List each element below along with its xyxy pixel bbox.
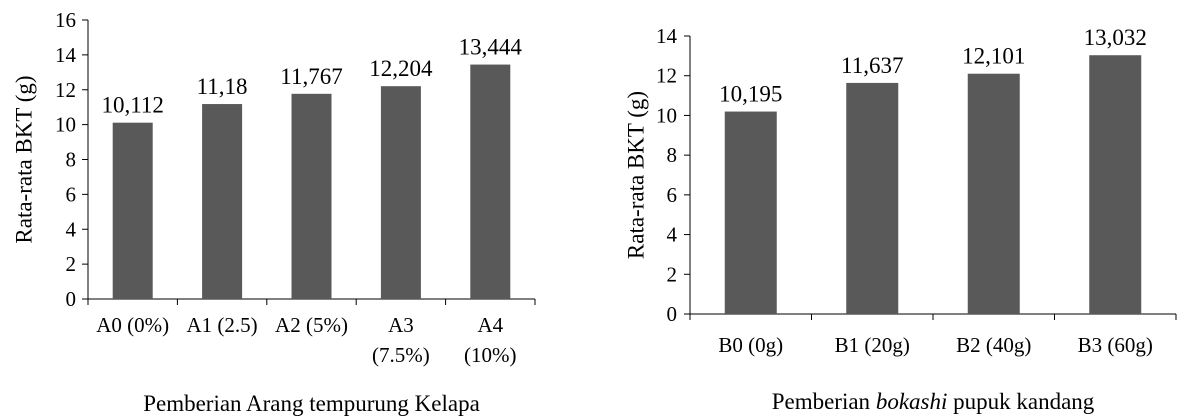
y-tick-label: 14 (55, 43, 77, 67)
bar (112, 122, 153, 299)
y-tick-label: 6 (66, 182, 77, 206)
chart-2: 0 2 4 6 8 10 12 14 10,195 B0 (0g) 11,637 B1 (20g) 12… (623, 24, 1177, 414)
y-tick-label: 14 (656, 24, 678, 48)
bar (724, 111, 777, 314)
data-label: 13,032 (1084, 25, 1147, 50)
x-tick-label: (7.5%) (372, 343, 430, 367)
x-tick-label: B1 (20g) (835, 333, 910, 357)
y-axis-title: Rata-rata BKT (g) (11, 75, 36, 243)
bar (470, 64, 511, 299)
data-label: 11,18 (197, 74, 248, 99)
x-tick-label: A0 (0%) (96, 313, 169, 337)
data-label: 10,195 (719, 82, 782, 107)
x-tick-label: B0 (0g) (718, 333, 783, 357)
bar (1089, 55, 1142, 315)
y-tick-label: 8 (667, 143, 678, 167)
y-tick-label: 10 (55, 113, 76, 137)
y-tick-label: 10 (656, 103, 677, 127)
y-tick-label: 2 (667, 262, 678, 286)
bar (202, 104, 243, 299)
y-tick-label: 4 (667, 223, 678, 247)
bar (291, 93, 332, 300)
bar (846, 82, 899, 315)
x-axis-title-part: Pemberian (772, 389, 876, 414)
x-axis-title-part: bokashi (876, 389, 948, 414)
bar (380, 86, 421, 299)
x-tick-label: B2 (40g) (956, 333, 1031, 357)
x-tick-label: A2 (5%) (275, 313, 348, 337)
x-tick-label: A4 (477, 313, 503, 337)
y-tick-label: 2 (66, 252, 77, 276)
x-axis-title-part: Pemberian Arang tempurung Kelapa (143, 391, 480, 416)
data-label: 12,204 (369, 56, 433, 81)
x-axis-title: Pemberian Arang tempurung Kelapa (143, 391, 480, 416)
data-label: 13,444 (459, 35, 523, 60)
data-label: 12,101 (962, 44, 1025, 69)
data-label: 11,767 (280, 64, 342, 89)
bar (967, 73, 1020, 315)
y-tick-label: 12 (55, 78, 76, 102)
data-label: 11,637 (841, 53, 903, 78)
x-axis-title: Pemberian bokashi pupuk kandang (772, 389, 1095, 414)
x-tick-label: B3 (60g) (1078, 333, 1153, 357)
y-tick-label: 0 (66, 287, 77, 311)
data-label: 10,112 (101, 93, 163, 118)
y-tick-label: 8 (66, 148, 77, 172)
x-tick-label: A1 (2.5) (187, 313, 258, 337)
y-axis-title: Rata-rata BKT (g) (623, 91, 648, 259)
x-tick-label: (10%) (464, 343, 516, 367)
x-axis-title-part: pupuk kandang (947, 389, 1094, 414)
y-tick-label: 0 (667, 302, 678, 326)
y-tick-label: 6 (667, 183, 678, 207)
x-tick-label: A3 (388, 313, 414, 337)
y-tick-label: 12 (656, 64, 677, 88)
y-tick-label: 16 (55, 8, 76, 32)
y-tick-label: 4 (66, 217, 77, 241)
chart-1: 0 2 4 6 8 10 12 14 16 10,112 A0 (0%) 11,18 A1 (2.5) 1… (11, 8, 536, 416)
